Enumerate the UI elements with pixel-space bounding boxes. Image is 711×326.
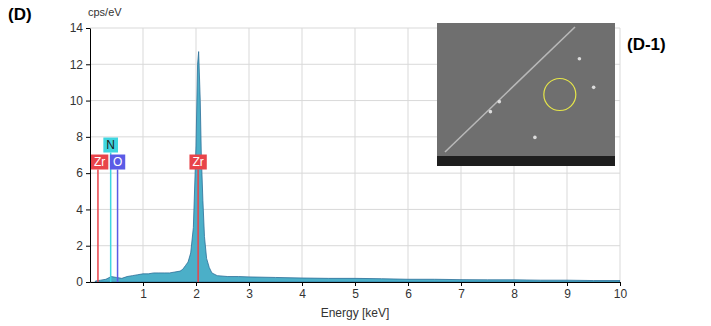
- y-tick: 6: [76, 166, 90, 180]
- sem-inset: [437, 23, 615, 166]
- y-tick-mark: [86, 246, 90, 247]
- x-tick-label: 1: [140, 287, 147, 301]
- element-line: [110, 153, 112, 282]
- grid-line: [143, 28, 144, 282]
- x-tick: 4: [299, 282, 306, 301]
- x-tick: 7: [458, 282, 465, 301]
- x-tick-mark: [302, 282, 303, 286]
- sem-particle: [578, 57, 582, 61]
- x-tick-mark: [567, 282, 568, 286]
- x-axis-title: Energy [keV]: [321, 306, 390, 320]
- x-tick-label: 3: [246, 287, 253, 301]
- element-line: [197, 170, 199, 282]
- y-axis-line: [90, 29, 91, 283]
- y-tick: 4: [76, 203, 90, 217]
- element-label: Zr: [192, 155, 203, 169]
- y-tick-label: 0: [76, 275, 83, 289]
- y-tick: 0: [76, 275, 90, 289]
- x-tick-mark: [249, 282, 250, 286]
- x-tick-mark: [620, 282, 621, 286]
- sem-particle: [533, 136, 537, 140]
- x-tick: 6: [405, 282, 412, 301]
- y-tick: 14: [70, 21, 90, 35]
- element-label-box: [110, 155, 125, 170]
- element-label: Zr: [94, 155, 105, 169]
- y-tick: 12: [70, 58, 90, 72]
- x-tick: 9: [564, 282, 571, 301]
- x-tick-label: 9: [564, 287, 571, 301]
- y-tick-mark: [86, 137, 90, 138]
- y-axis-title: cps/eV: [88, 6, 122, 18]
- y-tick-mark: [86, 173, 90, 174]
- x-tick-label: 8: [511, 287, 518, 301]
- panel-label: (D): [8, 5, 32, 24]
- element-label-box: [91, 155, 108, 170]
- x-tick-label: 2: [193, 287, 200, 301]
- y-tick: 10: [70, 94, 90, 108]
- y-axis: 0 2 4 6 8 10 12 14: [70, 21, 91, 289]
- chart: 1234567891002468101214ZrNOZr(D)(D-1)cps/…: [0, 0, 711, 326]
- x-tick-mark: [143, 282, 144, 286]
- x-tick: 8: [511, 282, 518, 301]
- element-label-box: [189, 155, 206, 170]
- y-tick-mark: [86, 64, 90, 65]
- element-line: [97, 170, 99, 282]
- sem-analysis-spot: [544, 79, 576, 111]
- x-tick-mark: [355, 282, 356, 286]
- sem-image: [437, 23, 615, 166]
- y-tick: 2: [76, 239, 90, 253]
- element-marker: Zr: [189, 155, 206, 282]
- x-tick: 3: [246, 282, 253, 301]
- x-tick-label: 6: [405, 287, 412, 301]
- grid-line: [302, 28, 303, 282]
- element-marker: O: [110, 155, 125, 282]
- x-tick: 2: [193, 282, 200, 301]
- element-markers: ZrNOZr: [91, 138, 207, 282]
- y-tick-mark: [86, 209, 90, 210]
- sem-scratch: [445, 27, 575, 152]
- y-tick-label: 10: [70, 94, 84, 108]
- y-tick-label: 6: [76, 166, 83, 180]
- grid-line: [408, 28, 409, 282]
- x-tick-label: 7: [458, 287, 465, 301]
- y-tick-mark: [86, 101, 90, 102]
- y-tick-label: 2: [76, 239, 83, 253]
- x-tick: 10: [614, 282, 628, 301]
- grid-line: [620, 28, 621, 282]
- x-tick-mark: [514, 282, 515, 286]
- x-axis: 1 2 3 4 5 6 7 8 9 10: [91, 282, 628, 301]
- x-tick: 5: [352, 282, 359, 301]
- y-tick-mark: [86, 282, 90, 283]
- x-tick-label: 4: [299, 287, 306, 301]
- sem-info-bar: [437, 156, 615, 166]
- y-tick-label: 12: [70, 58, 84, 72]
- y-tick-label: 4: [76, 203, 83, 217]
- x-tick-mark: [461, 282, 462, 286]
- x-tick: 1: [140, 282, 147, 301]
- sem-particle: [498, 100, 502, 104]
- element-line: [117, 170, 119, 282]
- element-label: N: [106, 138, 115, 152]
- grid-line: [355, 28, 356, 282]
- y-tick-label: 14: [70, 21, 84, 35]
- x-tick-label: 5: [352, 287, 359, 301]
- y-tick-mark: [86, 28, 90, 29]
- element-marker: Zr: [91, 155, 108, 282]
- x-tick-label: 10: [614, 287, 628, 301]
- x-tick-mark: [196, 282, 197, 286]
- inset-label: (D-1): [627, 35, 666, 54]
- y-tick-label: 8: [76, 130, 83, 144]
- y-tick: 8: [76, 130, 90, 144]
- sem-particle: [489, 110, 493, 114]
- element-label-box: [103, 138, 118, 153]
- sem-particle: [592, 86, 596, 90]
- element-label: O: [113, 155, 122, 169]
- x-tick-mark: [408, 282, 409, 286]
- grid-line: [249, 28, 250, 282]
